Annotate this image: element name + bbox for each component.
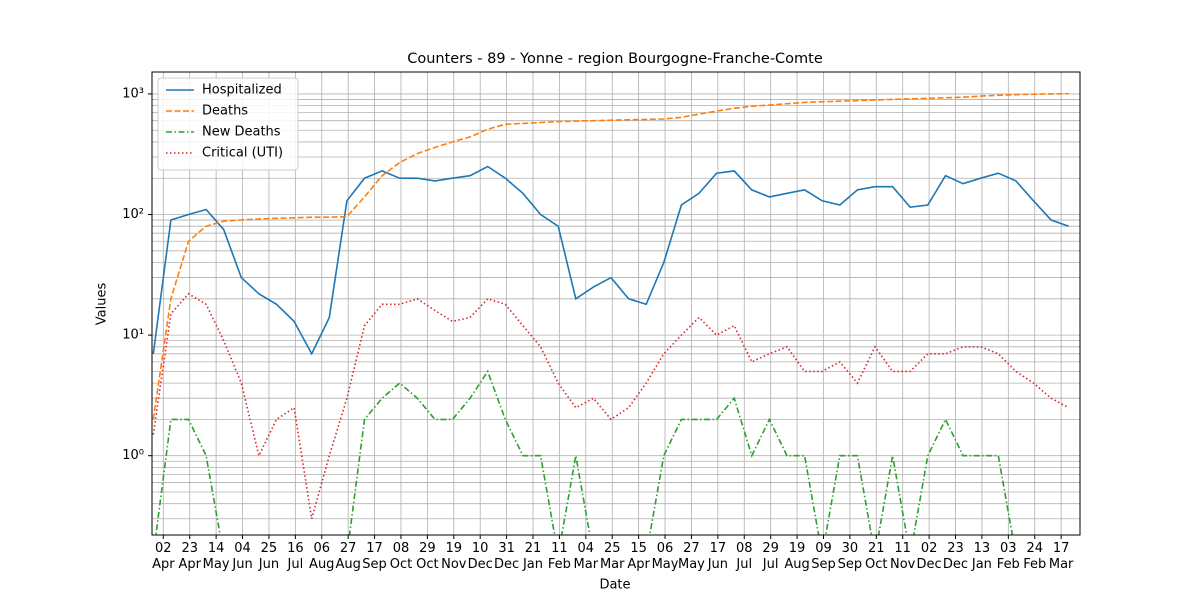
x-tick-label: 06 Aug <box>309 541 335 572</box>
x-tick-label: 02 Dec <box>916 541 942 572</box>
legend: Hospitalized Deaths New Deaths Critical (UT… <box>157 77 299 171</box>
x-tick-label: 25 Mar <box>599 541 625 572</box>
x-tick-label: 29 Oct <box>416 541 439 572</box>
x-tick-label: 21 Oct <box>865 541 888 572</box>
legend-label: Critical (UTI) <box>202 146 283 161</box>
grid <box>148 72 1080 539</box>
series-line <box>155 369 1014 535</box>
x-tick-label: 08 Oct <box>389 541 413 572</box>
x-tick-label: 14 May <box>202 541 230 572</box>
x-tick-label: 17 Jun <box>707 541 728 572</box>
x-tick-label: 25 Jun <box>258 541 280 572</box>
x-tick-label: 02 Apr <box>152 541 175 572</box>
legend-label: Hospitalized <box>202 83 282 98</box>
x-tick-label: 23 Apr <box>178 541 201 572</box>
y-tick-label: 10² <box>122 207 144 222</box>
chart-title: Counters - 89 - Yonne - region Bourgogne… <box>407 51 823 67</box>
x-tick-label: 04 Mar <box>573 541 599 572</box>
x-tick-label: 11 Feb <box>547 541 571 572</box>
legend-label: New Deaths <box>202 125 281 140</box>
x-tick-label: 16 Jul <box>287 541 304 572</box>
y-tick-label: 10³ <box>122 86 144 101</box>
x-tick-label: 23 Dec <box>942 541 969 572</box>
x-tick-label: 24 Feb <box>1023 541 1047 572</box>
y-tick-label: 10⁰ <box>122 448 144 463</box>
x-tick-label: 30 Sep <box>837 541 863 572</box>
x-tick-label: 29 Jul <box>762 541 779 572</box>
legend-box <box>157 77 299 171</box>
x-tick-label: 09 Sep <box>811 541 836 572</box>
x-tick-label: 31 Dec <box>494 541 520 572</box>
x-tick-label: 17 Sep <box>362 541 387 572</box>
x-tick-label: 13 Jan <box>971 541 992 572</box>
x-tick-label: 10 Dec <box>467 541 493 572</box>
x-tick-label: 04 Jun <box>232 541 253 572</box>
legend-label: Deaths <box>202 104 248 119</box>
x-tick-label: 21 Jan <box>522 541 544 572</box>
x-tick-label: 08 Jul <box>735 541 753 572</box>
plot-lines <box>152 92 1070 535</box>
series-line <box>152 92 1069 420</box>
x-tick-label: 03 Feb <box>996 541 1020 572</box>
x-tick-label: 27 Aug <box>335 541 361 572</box>
series-line <box>152 292 1070 520</box>
series-line <box>152 165 1069 356</box>
x-tick-label: 11 Nov <box>890 541 916 572</box>
x-tick-label: 19 Nov <box>441 541 467 572</box>
x-tick-label: 19 Aug <box>784 541 810 572</box>
plot-frame <box>151 71 1081 536</box>
x-tick-label: 06 May <box>651 541 679 572</box>
x-tick-label: 17 Mar <box>1048 541 1074 572</box>
x-tick-label: 27 May <box>677 541 705 572</box>
y-axis-label: Values <box>95 283 110 326</box>
x-tick-label: 15 Apr <box>627 541 650 572</box>
y-tick-label: 10¹ <box>122 328 144 343</box>
x-axis-label: Date <box>599 578 630 593</box>
